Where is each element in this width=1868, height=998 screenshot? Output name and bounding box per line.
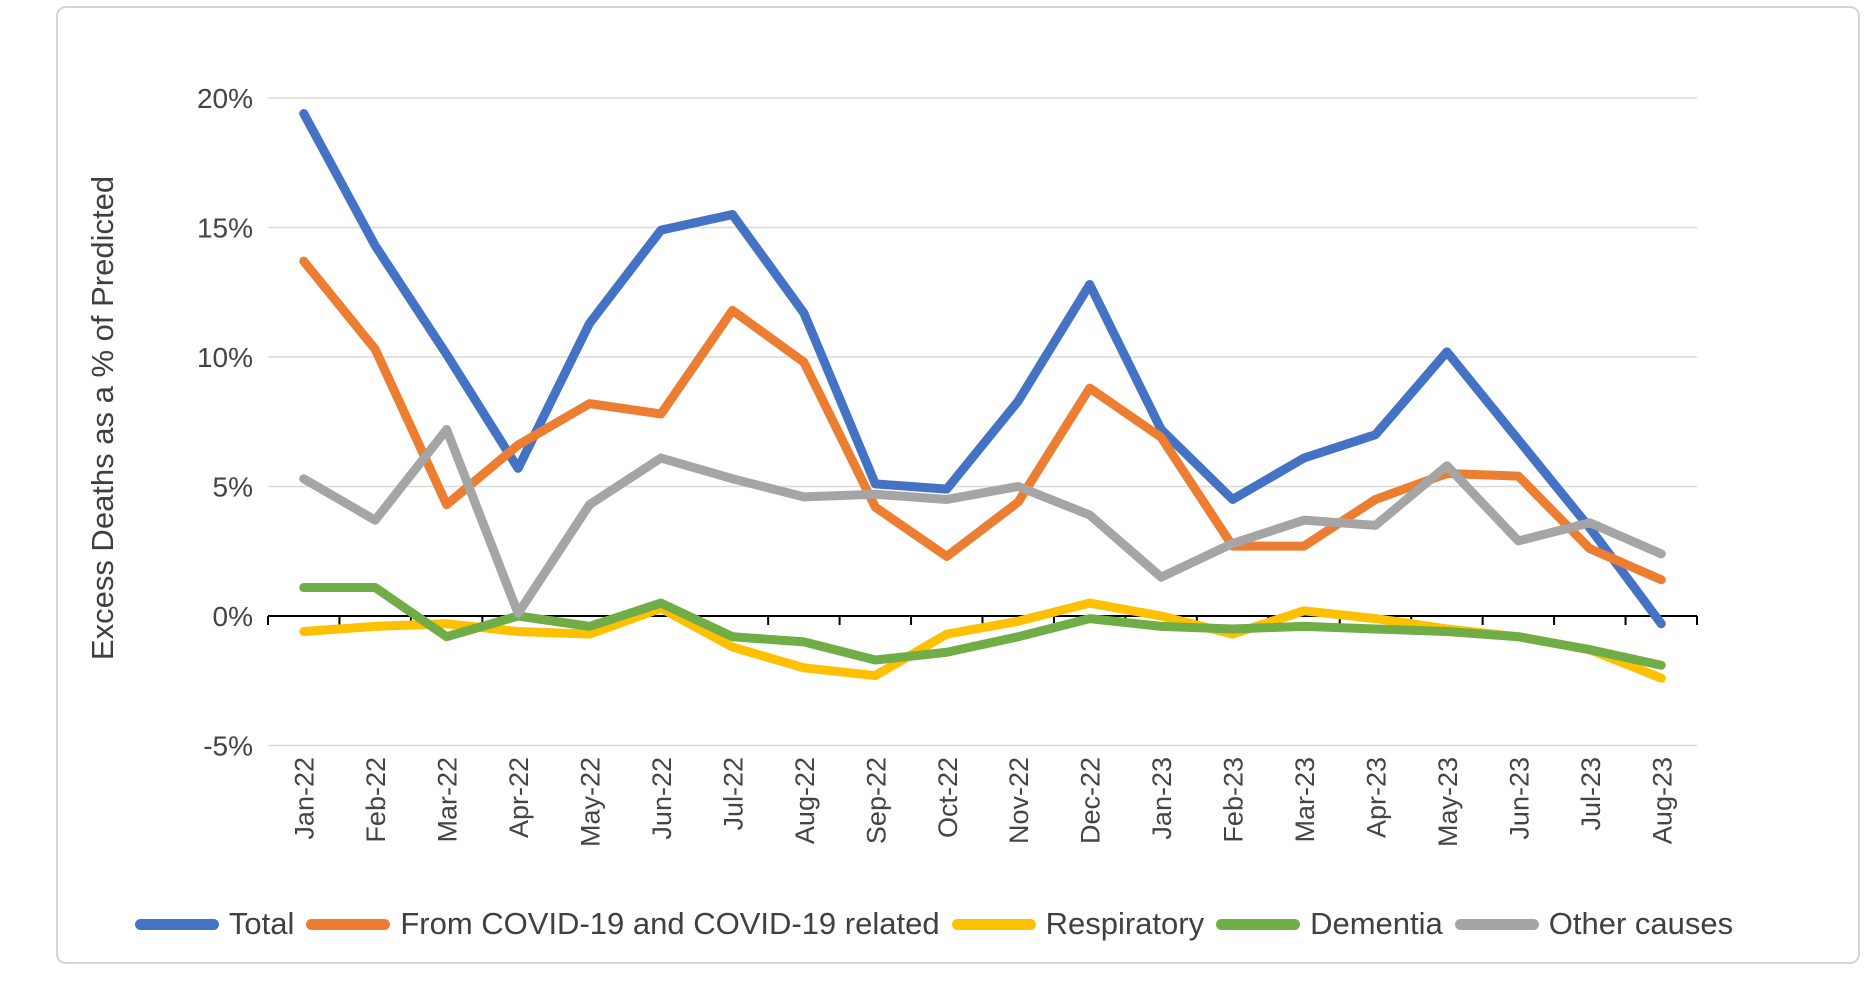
x-tick-label: Aug-22 <box>790 757 820 844</box>
legend-swatch-icon <box>134 918 219 930</box>
y-axis-title: Excess Deaths as a % of Predicted <box>85 176 120 660</box>
x-tick-label: May-23 <box>1433 757 1463 847</box>
legend-item: Other causes <box>1454 906 1734 942</box>
legend-label: Respiratory <box>1045 906 1205 941</box>
x-tick-label: Apr-23 <box>1361 757 1391 838</box>
x-tick-label: Nov-22 <box>1004 757 1034 844</box>
y-tick-label: 15% <box>197 213 253 244</box>
x-tick-label: Oct-22 <box>933 757 963 838</box>
x-tick-label: Apr-22 <box>504 757 534 838</box>
legend-swatch-icon <box>951 918 1036 930</box>
y-tick-label: 20% <box>197 83 253 114</box>
y-tick-label: 5% <box>213 472 253 503</box>
legend: Total From COVID-19 and COVID-19 related R… <box>60 896 1808 952</box>
x-tick-label: Feb-22 <box>361 757 391 843</box>
legend-item: From COVID-19 and COVID-19 related <box>306 906 940 942</box>
series-line-from-covid-19-and-covid-19-related <box>299 256 1666 585</box>
y-tick-label: 0% <box>213 601 253 632</box>
legend-item: Total <box>134 906 295 942</box>
y-tick-label: -5% <box>203 731 253 762</box>
legend-item: Respiratory <box>951 906 1205 942</box>
legend-label: From COVID-19 and COVID-19 related <box>400 906 940 941</box>
x-tick-label: Aug-23 <box>1647 757 1677 844</box>
x-tick-label: Sep-22 <box>861 757 891 844</box>
x-tick-label: Dec-22 <box>1076 757 1106 844</box>
x-tick-label: Feb-23 <box>1219 757 1249 843</box>
legend-swatch-icon <box>306 918 391 930</box>
x-tick-label: Jul-22 <box>718 757 748 831</box>
x-tick-label: Mar-23 <box>1290 757 1320 843</box>
legend-label: Total <box>228 906 295 941</box>
x-tick-label: Jun-22 <box>647 757 677 840</box>
legend-swatch-icon <box>1454 918 1539 930</box>
x-tick-label: Jul-23 <box>1576 757 1606 831</box>
y-tick-label: 10% <box>197 342 253 373</box>
x-tick-label: Jan-23 <box>1147 757 1177 840</box>
legend-label: Dementia <box>1310 906 1443 941</box>
legend-label: Other causes <box>1548 906 1734 941</box>
x-tick-label: Jun-23 <box>1504 757 1534 840</box>
legend-item: Dementia <box>1216 906 1443 942</box>
series-line-total <box>299 109 1666 629</box>
legend-swatch-icon <box>1216 918 1301 930</box>
series-line-other-causes <box>299 425 1666 618</box>
x-tick-label: May-22 <box>576 757 606 847</box>
series-line-dementia <box>299 583 1666 670</box>
x-tick-label: Mar-22 <box>433 757 463 843</box>
x-tick-label: Jan-22 <box>290 757 320 840</box>
